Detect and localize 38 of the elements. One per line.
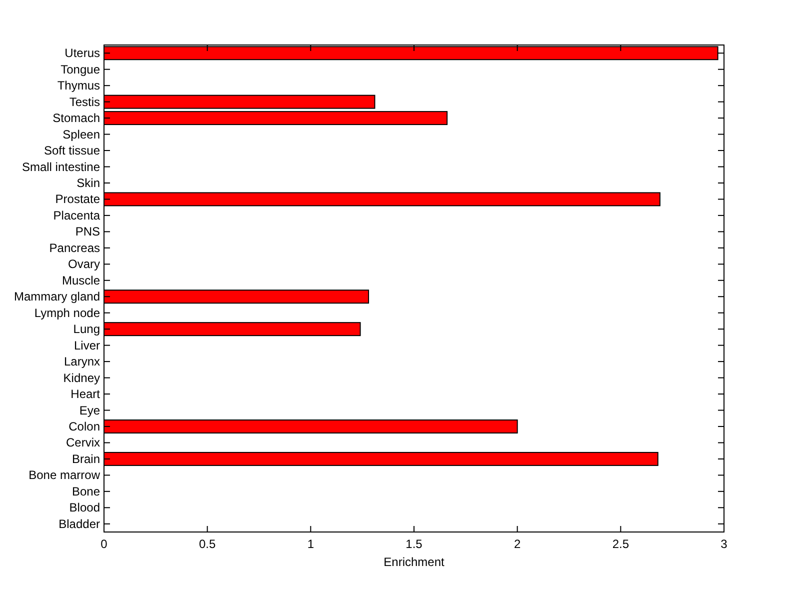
y-tick-label: Larynx	[64, 354, 100, 369]
y-tick-label: Testis	[69, 94, 100, 109]
x-tick-label: 1.5	[406, 537, 423, 551]
y-tick-label: PNS	[75, 224, 100, 239]
y-tick-label: Cervix	[66, 436, 100, 450]
y-tick-label: Bone marrow	[28, 468, 100, 482]
y-tick-label: Spleen	[62, 127, 100, 142]
y-tick-label: Placenta	[53, 208, 100, 222]
y-tick-label: Lymph node	[34, 306, 100, 320]
y-tick-label: Stomach	[52, 111, 100, 126]
x-tick-label: 0	[100, 537, 108, 551]
y-tick-label: Liver	[74, 338, 100, 352]
x-tick-label: 0.5	[198, 537, 216, 551]
y-tick-label: Blood	[69, 500, 100, 515]
y-tick-label: Tongue	[60, 62, 100, 76]
x-tick-label: 1	[307, 537, 314, 551]
y-tick-label: Ovary	[68, 257, 100, 272]
y-tick-label: Small intestine	[22, 160, 100, 174]
y-tick-label: Uterus	[64, 46, 100, 60]
y-tick-label: Bladder	[58, 516, 100, 531]
x-tick-label: 2	[514, 537, 521, 551]
x-tick-label: 2.5	[612, 537, 630, 551]
y-tick-label: Brain	[72, 452, 100, 466]
y-tick-label: Pancreas	[49, 240, 100, 255]
y-tick-label: Skin	[76, 176, 100, 190]
x-axis-title: Enrichment	[384, 555, 446, 569]
y-tick-label: Eye	[79, 403, 100, 418]
y-tick-label: Kidney	[63, 370, 100, 385]
y-tick-label: Colon	[68, 419, 100, 434]
y-tick-label: Thymus	[57, 78, 100, 93]
y-tick-label: Soft tissue	[44, 144, 100, 158]
y-tick-label: Mammary gland	[14, 290, 100, 304]
y-tick-label: Lung	[73, 322, 100, 336]
y-tick-label: Prostate	[55, 192, 100, 206]
y-tick-label: Heart	[70, 387, 101, 402]
y-tick-label: Bone	[72, 484, 100, 498]
x-tick-label: 3	[720, 537, 728, 551]
y-tick-label: Muscle	[62, 273, 100, 288]
